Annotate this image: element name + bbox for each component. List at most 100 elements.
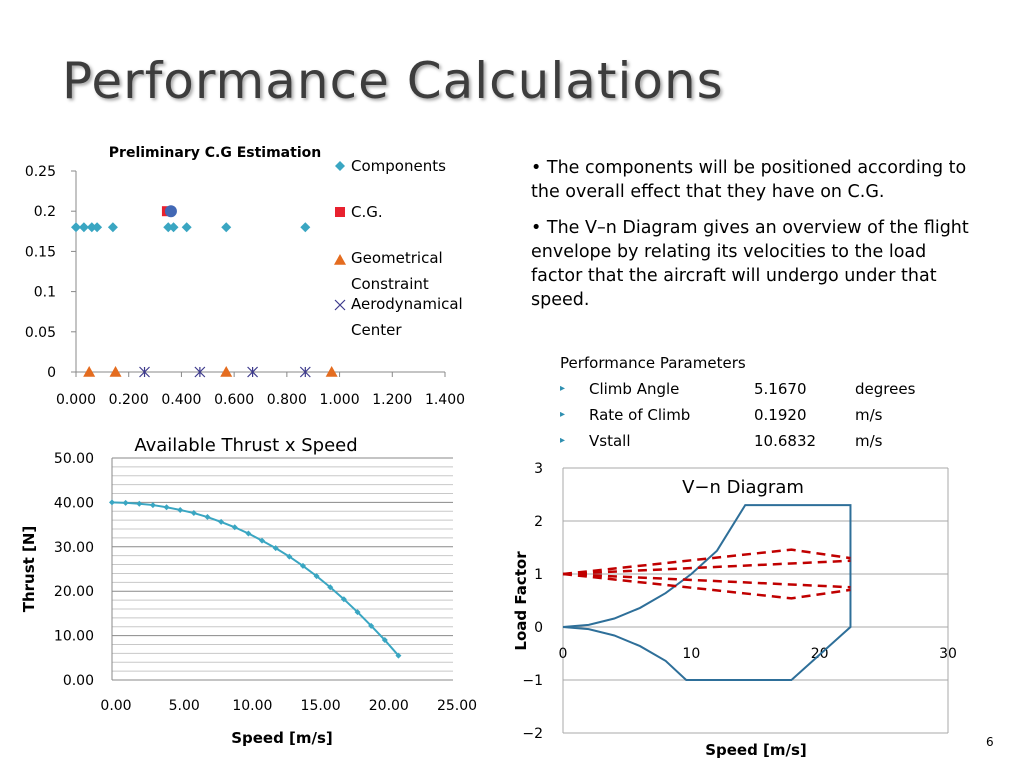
parameter-row: ▸ Climb Angle 5.1670 degrees [560, 376, 980, 402]
x-tick-label: 1.400 [425, 392, 465, 408]
y-tick-label: 30.00 [54, 540, 94, 556]
thrust-point [299, 562, 306, 569]
component-point [107, 222, 118, 233]
legend-components-icon [335, 161, 345, 171]
x-tick-label: 0.800 [267, 392, 307, 408]
legend-aero-label: Aerodynamical Center [351, 295, 463, 339]
geometric-constraint-point [325, 366, 338, 377]
legend-geometrical-label: Geometrical Constraint [351, 249, 443, 293]
slide-title: Performance Calculations [62, 52, 724, 110]
x-tick-label: 30 [939, 646, 957, 662]
component-point [221, 222, 232, 233]
y-axis-label: Thrust [N] [20, 526, 38, 613]
thrust-point [354, 609, 361, 616]
x-tick-label: 0.400 [161, 392, 201, 408]
x-tick-label: 0.200 [109, 392, 149, 408]
thrust-point [327, 584, 334, 591]
parameter-name: Climb Angle [589, 380, 680, 398]
y-tick-label: 0.1 [34, 285, 56, 301]
legend-cg-label: C.G. [351, 203, 383, 221]
bullet-item: • The components will be positioned acco… [531, 158, 967, 202]
component-point [78, 222, 89, 233]
component-point [92, 222, 103, 233]
x-tick-label: 15.00 [301, 698, 341, 714]
gust-line [562, 559, 851, 576]
thrust-point [381, 637, 388, 644]
legend-aero-icon [334, 299, 346, 311]
y-tick-label: 0.05 [25, 325, 56, 341]
arrow-bullet-icon: ▸ [560, 435, 566, 446]
y-tick-label: 3 [534, 461, 543, 477]
aero-center-point [299, 366, 311, 378]
x-tick-label: 10 [682, 646, 700, 662]
y-tick-label: −2 [522, 726, 543, 742]
thrust-point [259, 537, 266, 544]
component-point [168, 222, 179, 233]
legend-components-label: Components [351, 157, 446, 175]
thrust-point [286, 553, 293, 560]
geometric-constraint-point [220, 366, 233, 377]
thrust-point [245, 530, 252, 537]
geometric-constraint-point [83, 366, 96, 377]
thrust-point [272, 545, 279, 552]
component-point [163, 222, 174, 233]
thrust-point [313, 573, 320, 580]
thrust-point [190, 510, 197, 517]
legend-geometrical-line: Constraint [351, 275, 429, 293]
flight-envelope-line [562, 504, 852, 681]
page-number: 6 [986, 735, 994, 749]
aero-center-point [247, 366, 259, 378]
y-tick-label: 20.00 [54, 584, 94, 600]
x-tick-label: 0.000 [56, 392, 96, 408]
y-tick-label: 0.15 [25, 244, 56, 260]
arrow-bullet-icon: ▸ [560, 409, 566, 420]
thrust-point [122, 499, 129, 506]
y-tick-label: 0.00 [63, 673, 94, 689]
y-axis-label: Load Factor [512, 551, 530, 651]
arrow-bullet-icon: ▸ [560, 383, 566, 394]
performance-parameters: Performance Parameters ▸ Climb Angle 5.1… [560, 351, 980, 454]
x-tick-label: 20.00 [369, 698, 409, 714]
parameter-row: ▸ Rate of Climb 0.1920 m/s [560, 402, 980, 428]
thrust-point [149, 502, 156, 509]
x-tick-label: 0.00 [100, 698, 131, 714]
y-tick-label: 40.00 [54, 495, 94, 511]
y-tick-label: 0.2 [34, 204, 56, 220]
x-tick-label: 0 [559, 646, 568, 662]
parameter-name: Rate of Climb [589, 406, 691, 424]
thrust-point [231, 524, 238, 531]
chart-title: Available Thrust x Speed [134, 435, 357, 456]
thrust-line [111, 501, 400, 657]
parameter-unit: m/s [855, 406, 883, 424]
y-tick-label: 10.00 [54, 629, 94, 645]
aero-center-point [139, 366, 150, 378]
component-point [86, 222, 97, 233]
thrust-point [340, 596, 347, 603]
thrust-point [395, 652, 402, 659]
legend-aero-line: Aerodynamical [351, 295, 463, 313]
parameter-value: 0.1920 [754, 406, 807, 424]
y-tick-label: 50.00 [54, 451, 94, 467]
x-axis-label: Speed [m/s] [231, 729, 333, 747]
chart-title: V−n Diagram [682, 477, 804, 498]
parameter-name: Vstall [589, 432, 631, 450]
legend-aero-line: Center [351, 321, 402, 339]
y-tick-label: 0.25 [25, 164, 56, 180]
component-point [300, 222, 311, 233]
thrust-point [218, 518, 225, 525]
performance-heading: Performance Parameters [560, 354, 746, 372]
legend-geometrical-line: Geometrical [351, 249, 443, 267]
x-tick-label: 1.000 [320, 392, 360, 408]
y-tick-label: −1 [522, 673, 543, 689]
parameter-value: 5.1670 [754, 380, 807, 398]
gust-line [562, 572, 851, 589]
parameter-value: 10.6832 [754, 432, 817, 450]
thrust-speed-chart: Available Thrust x Speed 0.00 10.00 20.00 30… [20, 435, 477, 747]
legend-geometrical-icon [334, 254, 346, 265]
x-tick-label: 25.00 [437, 698, 477, 714]
parameter-unit: m/s [855, 432, 883, 450]
y-tick-label: 0 [534, 620, 543, 636]
y-tick-label: 2 [534, 514, 543, 530]
thrust-point [177, 506, 184, 513]
